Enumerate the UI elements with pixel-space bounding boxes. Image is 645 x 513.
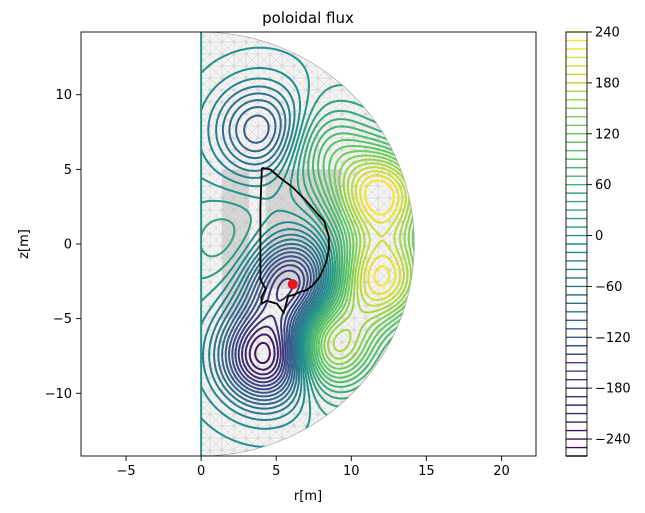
x-tick-label: 15 <box>418 464 435 479</box>
chart-title: poloidal flux <box>262 9 354 27</box>
colorbar-tick-label: −240 <box>595 433 631 448</box>
colorbar-tick-label: −60 <box>595 280 622 295</box>
colorbar-ticks: 240 180 120 60 0 −60 −120 −180 −240 <box>587 26 631 448</box>
y-axis-label: z[m] <box>17 229 32 259</box>
colorbar <box>566 32 587 456</box>
x-tick-label: 20 <box>493 464 510 479</box>
plot-area <box>201 32 417 456</box>
x-tick-label: 10 <box>343 464 360 479</box>
y-tick-label: 0 <box>64 238 72 253</box>
x-tick-label: 5 <box>272 464 280 479</box>
x-tick-label: −5 <box>116 464 135 479</box>
y-axis-ticks: −10 −5 0 5 10 <box>45 88 81 402</box>
y-tick-label: 5 <box>64 163 72 178</box>
x-axis-label: r[m] <box>294 489 322 504</box>
colorbar-tick-label: 60 <box>595 178 612 193</box>
colorbar-tick-label: 120 <box>595 127 620 142</box>
y-tick-label: −10 <box>45 387 72 402</box>
y-tick-label: −5 <box>53 312 72 327</box>
colorbar-tick-label: 240 <box>595 26 620 41</box>
magnetic-axis-marker <box>288 279 298 289</box>
x-tick-label: 0 <box>197 464 205 479</box>
x-axis-ticks: −5 0 5 10 15 20 <box>116 456 509 479</box>
y-tick-label: 10 <box>55 88 72 103</box>
colorbar-tick-label: 0 <box>595 229 603 244</box>
colorbar-tick-label: −180 <box>595 382 631 397</box>
colorbar-tick-label: −120 <box>595 331 631 346</box>
colorbar-tick-label: 180 <box>595 76 620 91</box>
